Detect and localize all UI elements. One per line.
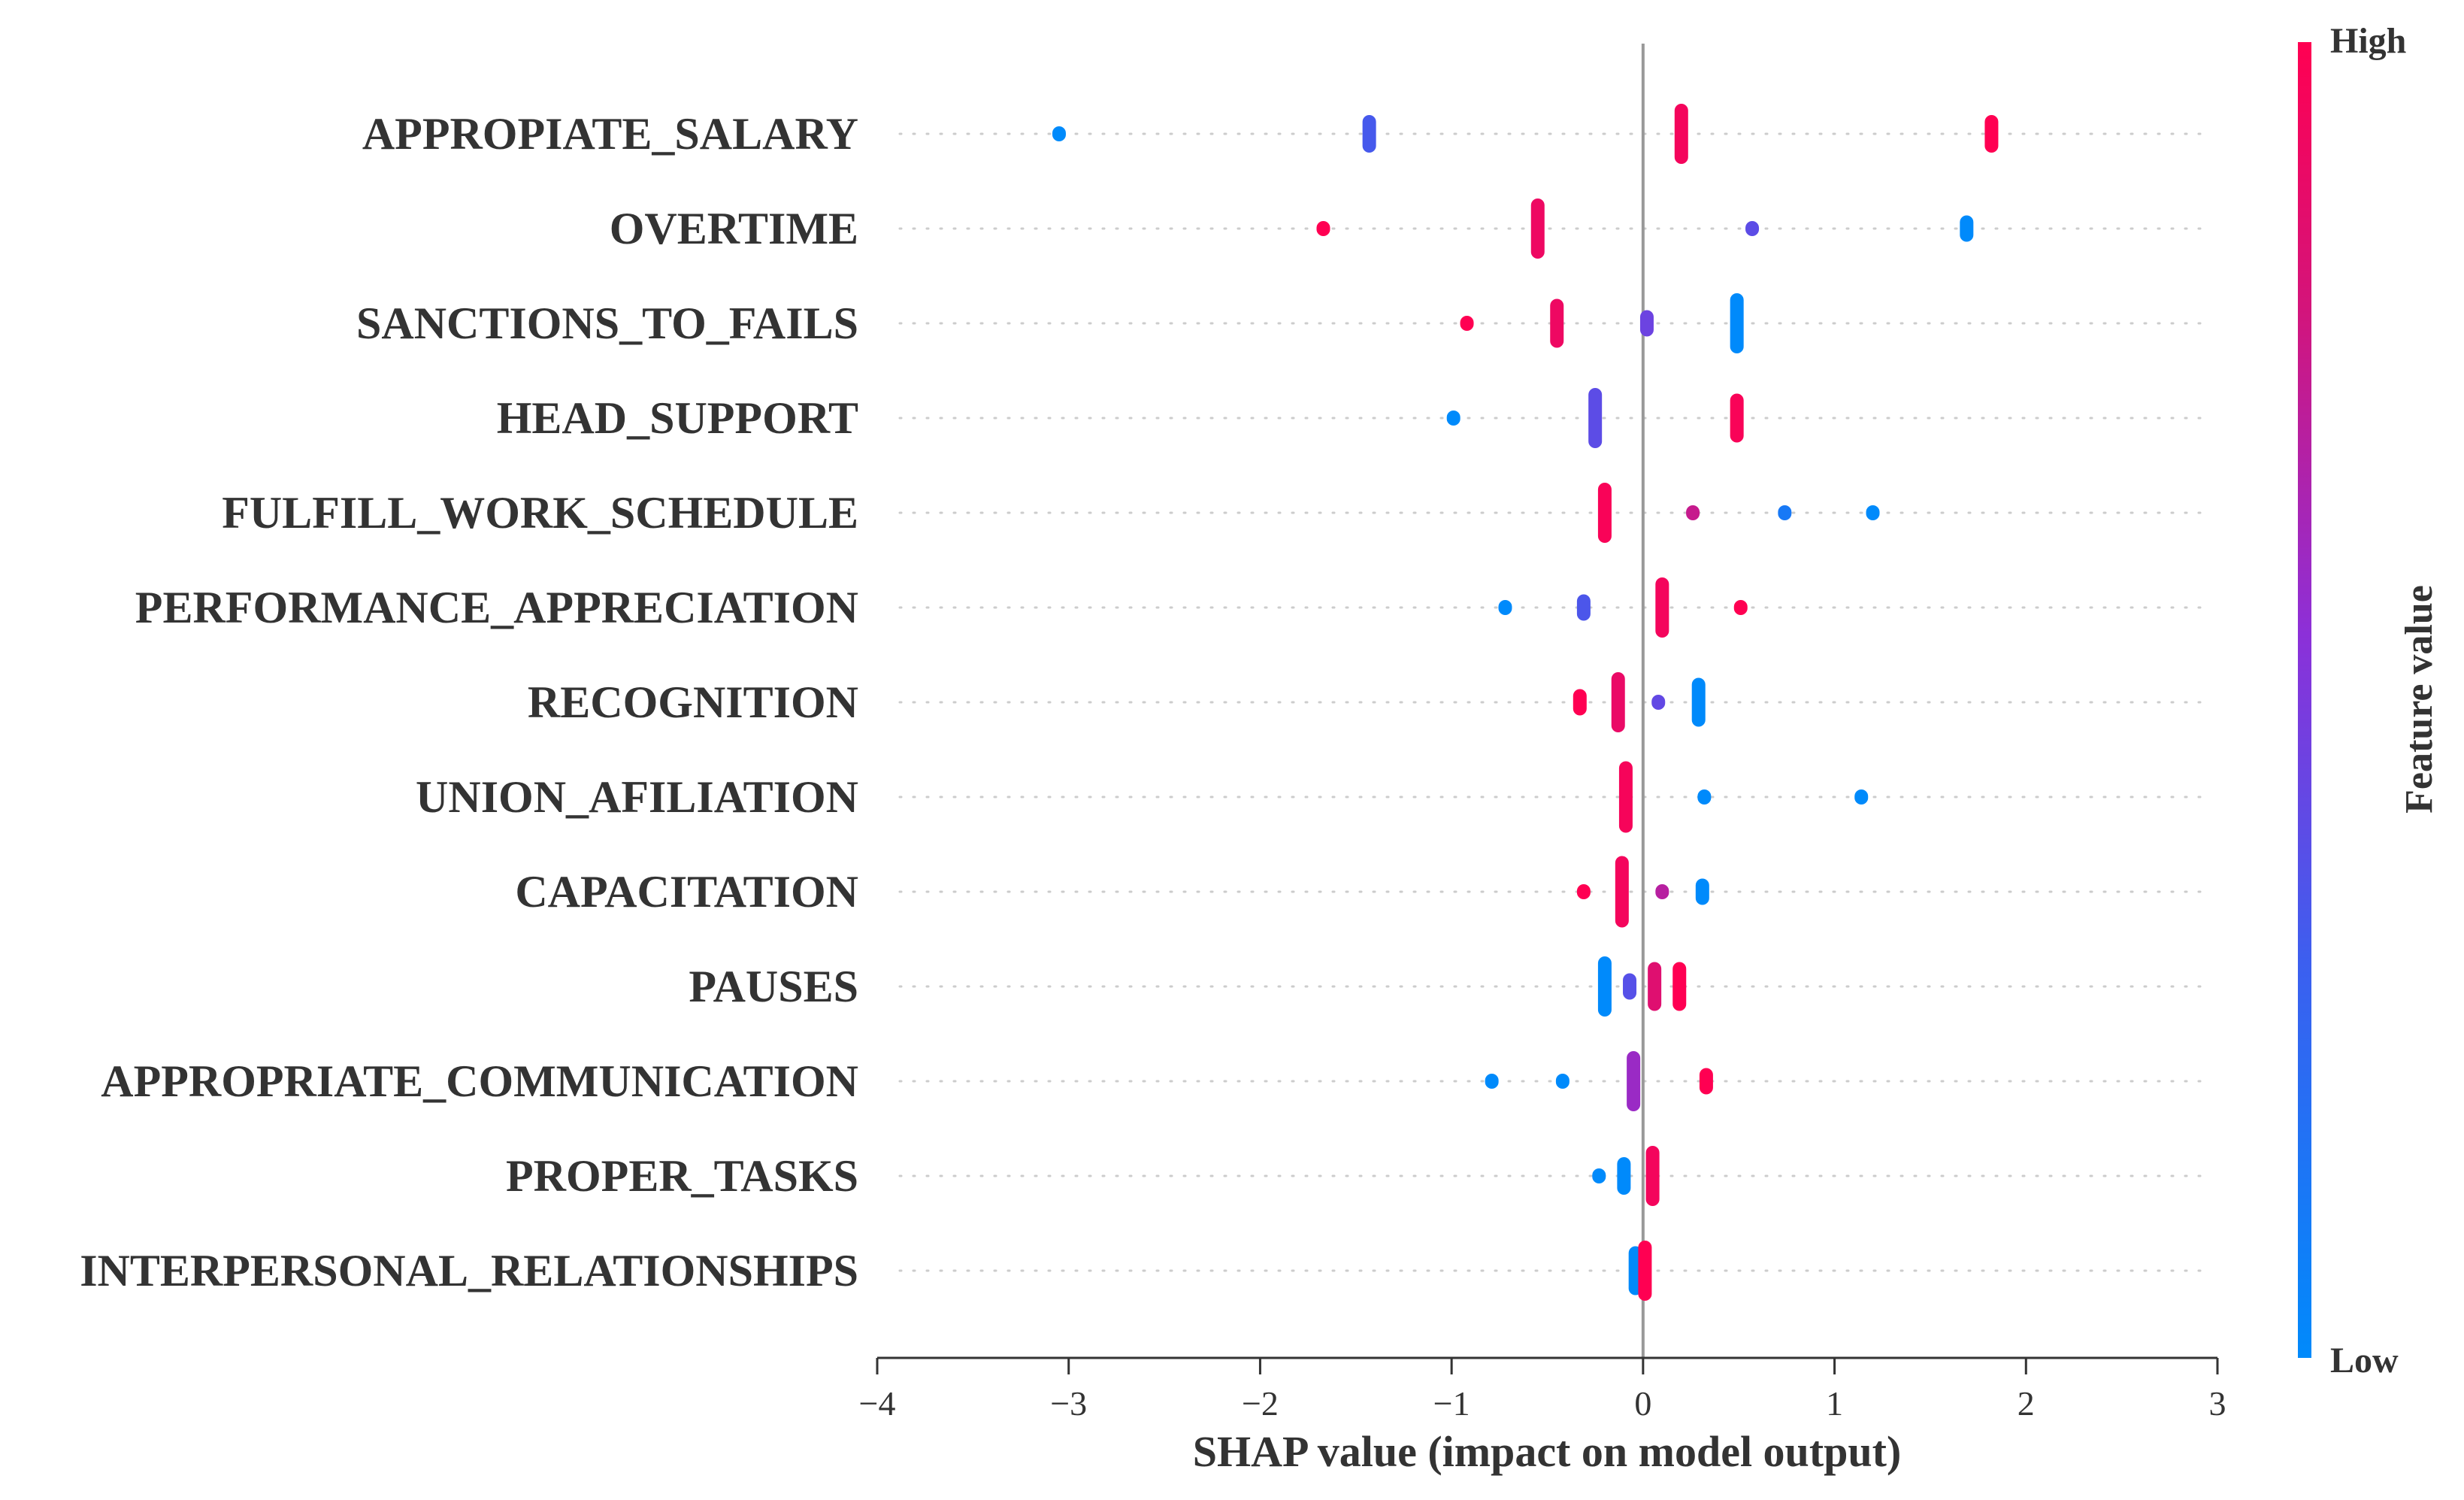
colorbar: High Low Feature value [2298, 21, 2441, 1380]
feature-label: APPROPRIATE_COMMUNICATION [101, 1056, 858, 1106]
colorbar-high-label: High [2330, 21, 2406, 61]
feature-label: SANCTIONS_TO_FAILS [356, 298, 858, 348]
x-tick-label: −2 [1242, 1384, 1279, 1423]
row-guides [898, 132, 2211, 1272]
shap-point [1446, 411, 1461, 426]
x-tick-label: −3 [1050, 1384, 1087, 1423]
shap-point [1691, 677, 1706, 727]
shap-point [1611, 672, 1625, 732]
shap-point [1730, 293, 1744, 353]
feature-labels: APPROPIATE_SALARY OVERTIME SANCTIONS_TO_FA… [80, 109, 858, 1295]
feature-label: CAPACITATION [515, 867, 858, 917]
shap-point [1733, 600, 1748, 615]
shap-point [1638, 1241, 1652, 1301]
x-ticks: −4 −3 −2 −1 0 1 2 3 [859, 1358, 2226, 1423]
shap-point [1597, 483, 1612, 543]
shap-point [1592, 1168, 1606, 1183]
shap-point [1651, 695, 1666, 710]
feature-label: INTERPERSONAL_RELATIONSHIPS [80, 1246, 858, 1295]
shap-point [1745, 221, 1760, 236]
shap-point [1623, 973, 1637, 1000]
colorbar-title: Feature value [2398, 585, 2441, 814]
x-tick-label: −1 [1433, 1384, 1470, 1423]
data-points [1052, 104, 1999, 1301]
feature-label: RECOGNITION [528, 677, 858, 727]
shap-point [1550, 298, 1564, 348]
feature-label: PERFORMANCE_APPRECIATION [135, 583, 858, 632]
feature-label: PROPER_TASKS [506, 1151, 858, 1201]
shap-point [1674, 104, 1688, 164]
shap-point [1498, 600, 1512, 615]
feature-label: FULFILL_WORK_SCHEDULE [222, 488, 858, 538]
shap-point [1573, 689, 1587, 716]
shap-point [1686, 505, 1700, 520]
shap-point [1699, 1068, 1713, 1095]
feature-label: OVERTIME [610, 204, 858, 253]
shap-point [1645, 1146, 1660, 1206]
feature-label: APPROPIATE_SALARY [362, 109, 858, 159]
x-axis: −4 −3 −2 −1 0 1 2 3 SHAP value (impact on model… [859, 1356, 2226, 1476]
shap-point [1530, 198, 1545, 259]
feature-label: UNION_AFILIATION [416, 772, 858, 822]
feature-label: HEAD_SUPPORT [497, 393, 858, 443]
x-axis-title: SHAP value (impact on model output) [1193, 1427, 1902, 1476]
shap-point [1655, 577, 1669, 638]
shap-point [1697, 789, 1712, 805]
shap-point [1648, 962, 1662, 1011]
shap-point [1730, 393, 1744, 443]
shap-point [1639, 310, 1654, 337]
feature-label: PAUSES [689, 962, 858, 1011]
shap-point [1617, 1157, 1631, 1195]
shap-point [1460, 316, 1474, 331]
colorbar-low-label: Low [2330, 1341, 2399, 1380]
shap-point [1052, 126, 1066, 141]
shap-point [1627, 1051, 1641, 1111]
colorbar-gradient [2298, 42, 2311, 1358]
shap-point [1597, 956, 1612, 1017]
shap-point [1778, 505, 1792, 520]
shap-point [1555, 1074, 1570, 1089]
shap-point [1576, 884, 1591, 899]
shap-point [1984, 115, 1999, 153]
x-tick-label: 0 [1634, 1384, 1651, 1423]
shap-point [1655, 884, 1669, 899]
x-tick-label: −4 [859, 1384, 896, 1423]
x-tick-label: 1 [1826, 1384, 1843, 1423]
shap-point [1576, 594, 1591, 621]
x-tick-label: 3 [2209, 1384, 2226, 1423]
shap-point [1672, 962, 1687, 1011]
shap-point [1316, 221, 1330, 236]
shap-point [1588, 388, 1603, 448]
shap-point [1866, 505, 1880, 520]
shap-point [1362, 115, 1376, 153]
shap-point [1485, 1074, 1499, 1089]
shap-point [1854, 789, 1869, 805]
x-tick-label: 2 [2018, 1384, 2035, 1423]
shap-point [1695, 878, 1709, 905]
shap-point [1960, 215, 1974, 242]
shap-point [1615, 856, 1629, 928]
shap-point [1618, 761, 1633, 833]
